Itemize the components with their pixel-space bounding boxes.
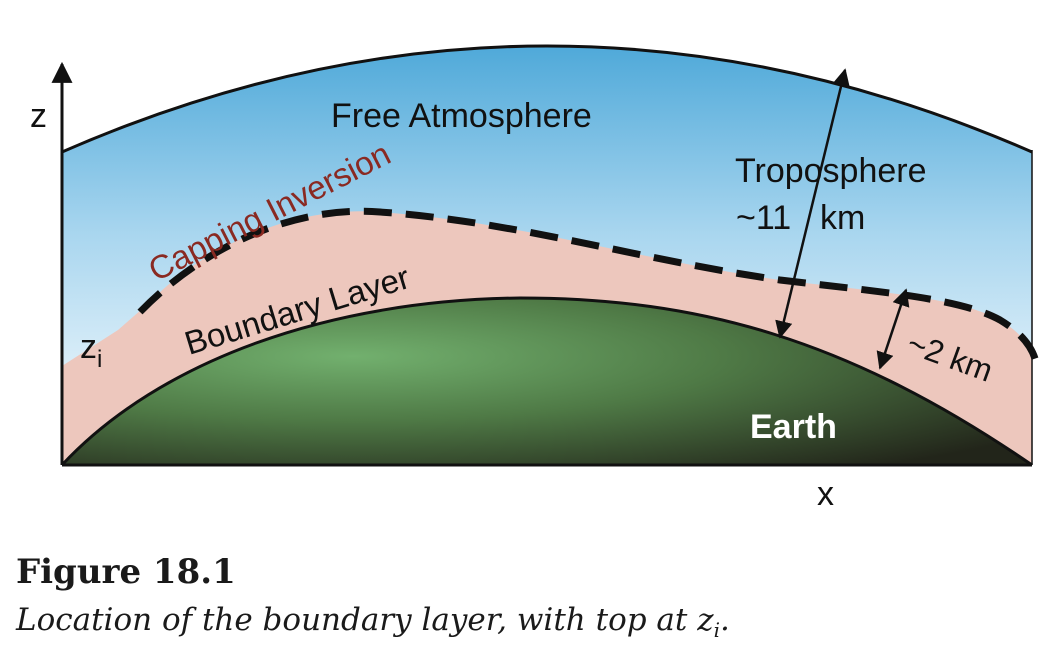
x-axis-label: x (817, 475, 834, 513)
z-axis-label: z (30, 97, 47, 135)
troposphere-depth-arrow (775, 68, 850, 339)
boundary-layer-diagram: z x zi Free Atmosphere Capping Inversion… (30, 44, 1040, 513)
troposphere-label: Troposphere (735, 152, 927, 190)
troposphere-depth-value: ~11 km (736, 199, 865, 237)
free-atmosphere-label: Free Atmosphere (331, 97, 592, 135)
capping-inversion-line (137, 207, 1040, 364)
boundary-depth-arrow (876, 288, 910, 370)
zi-label: zi (80, 328, 102, 373)
earth-surface-line (60, 296, 1033, 467)
earth-label: Earth (750, 408, 837, 446)
zi-subscript: i (97, 346, 102, 373)
figure-caption: Location of the boundary layer, with top… (16, 602, 730, 643)
tropopause-line (61, 44, 1033, 154)
figure-title: Figure 18.1 (16, 552, 236, 592)
caption-subscript: i (713, 618, 720, 643)
